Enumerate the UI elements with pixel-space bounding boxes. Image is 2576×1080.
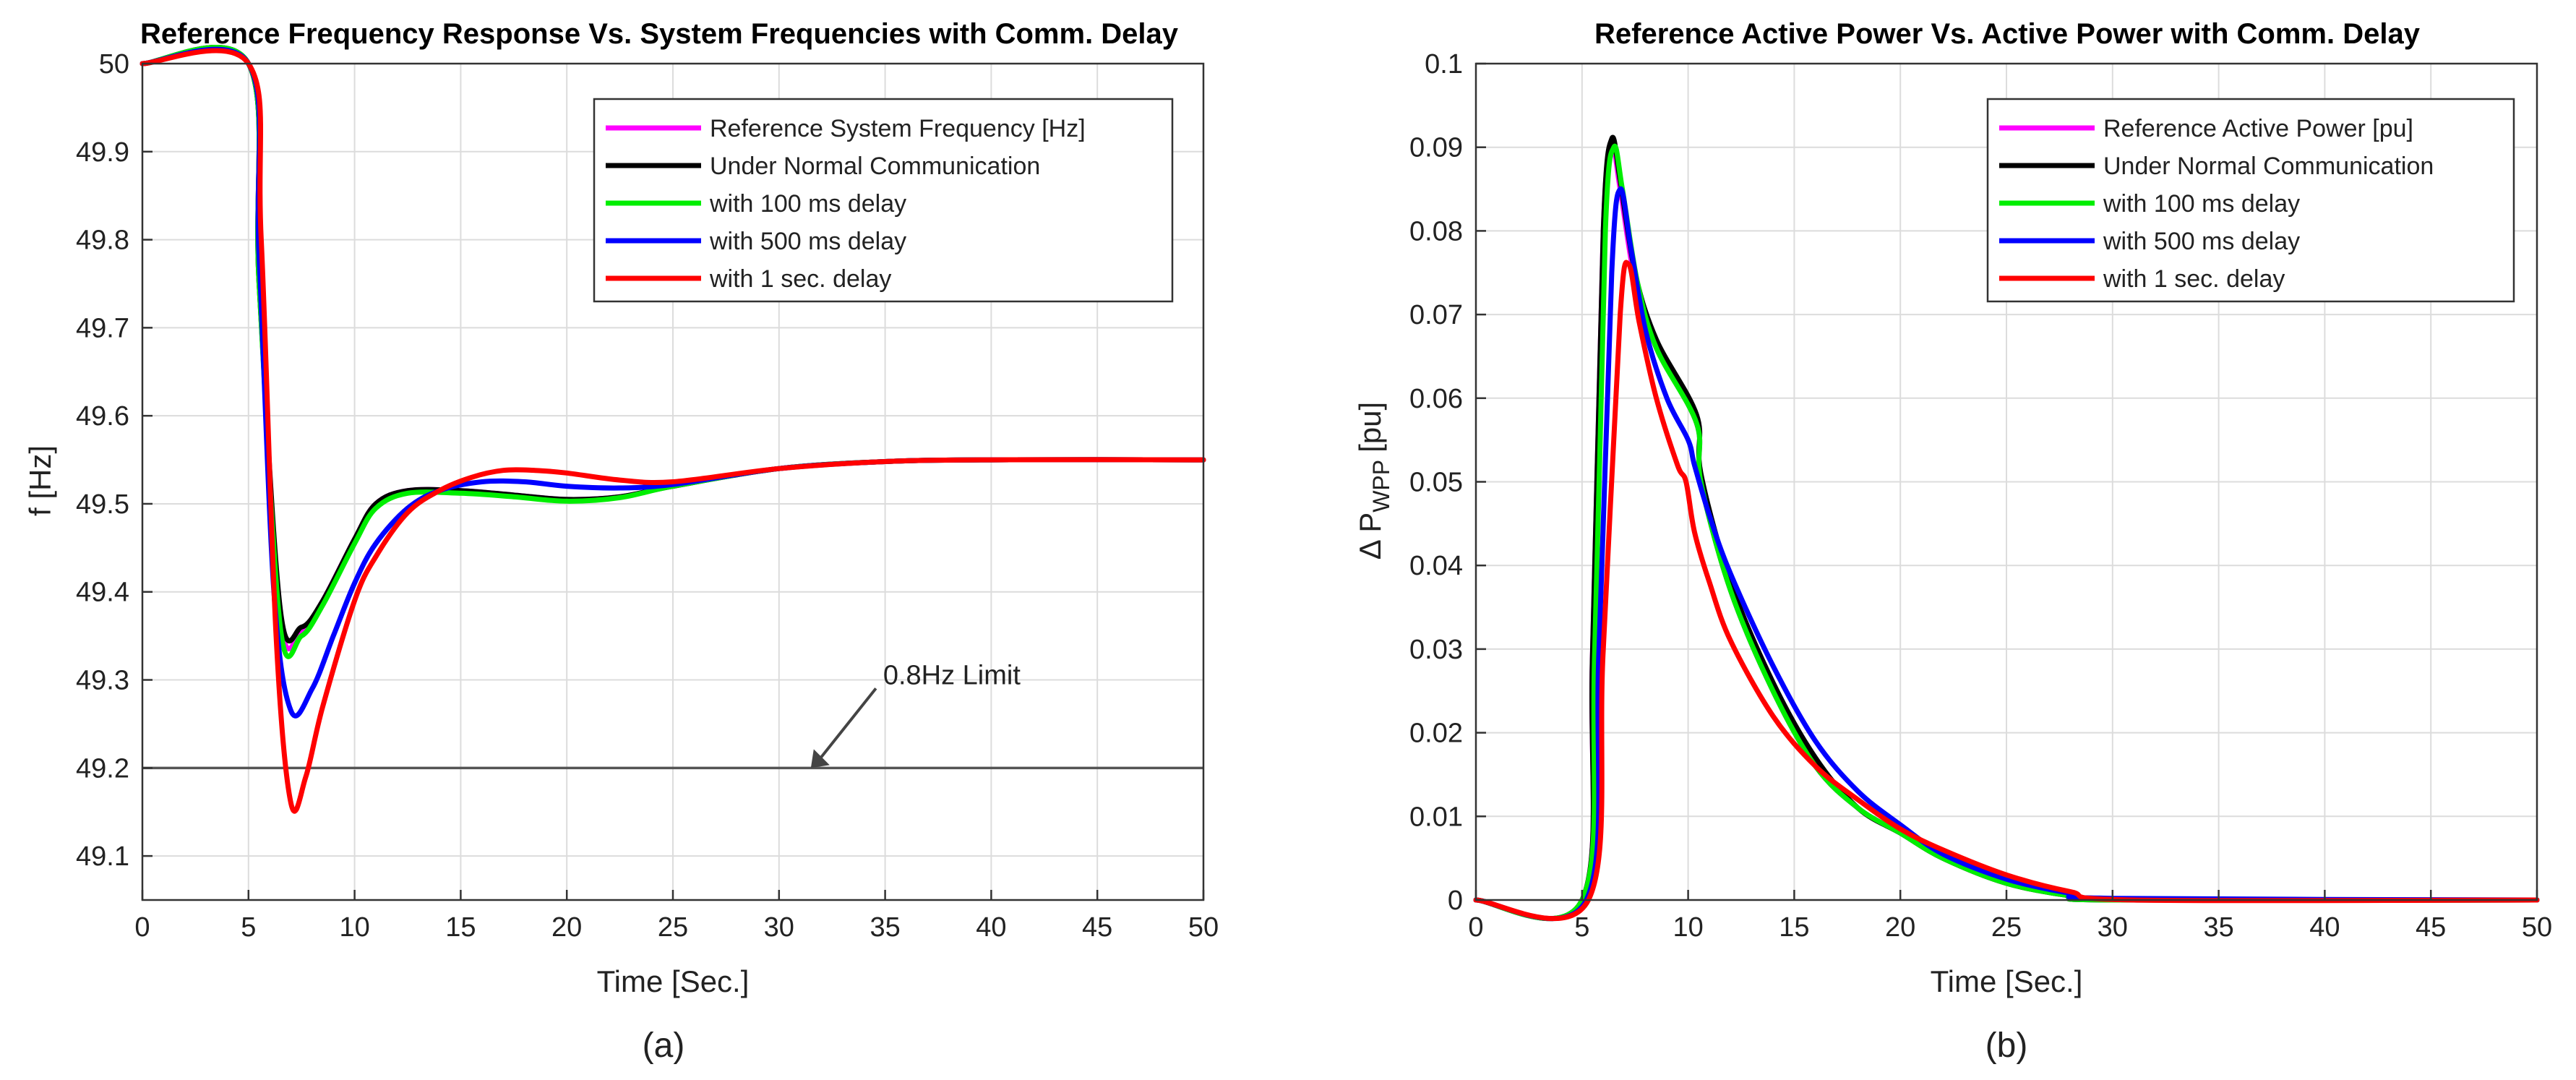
chart-b-legend-label: with 1 sec. delay [2103, 265, 2285, 293]
chart-b-ytick-label: 0.04 [1409, 551, 1463, 581]
chart-b-legend-label: with 500 ms delay [2103, 228, 2300, 255]
chart-a-xtick-label: 20 [551, 912, 582, 943]
chart-a-ytick-label: 49.7 [76, 313, 129, 343]
chart-b-ytick-label: 0.09 [1409, 133, 1463, 163]
chart-b-xtick-label: 5 [1574, 912, 1589, 943]
chart-panel-b: Reference Active Power Vs. Active Power … [1353, 18, 2552, 1065]
chart-a-series-line-4 [139, 48, 1206, 814]
chart-b-series-line-4 [1473, 260, 2540, 922]
chart-a-ytick-label: 49.9 [76, 137, 129, 168]
chart-b-ytick-label: 0.01 [1409, 802, 1463, 832]
chart-b-title: Reference Active Power Vs. Active Power … [1594, 18, 2421, 50]
chart-b-xtick-label: 25 [1991, 912, 2022, 943]
chart-b-ytick-label: 0.06 [1409, 384, 1463, 414]
chart-b-legend-box [1986, 98, 2515, 303]
chart-b-y-ticks: 0 0.01 0.02 0.03 0.04 0.05 0.06 0.07 0.08 0.09 0.1 [1409, 49, 1486, 916]
chart-b-y-axis-label-sub: WPP [1368, 460, 1394, 513]
chart-a-legend-label: Under Normal Communication [710, 153, 1040, 180]
chart-a-xtick-label: 25 [658, 912, 688, 943]
chart-panel-a: Reference Frequency Response Vs. System … [23, 18, 1219, 1065]
chart-a-ytick-label: 49.1 [76, 841, 129, 872]
chart-b-ytick-label: 0 [1448, 886, 1463, 916]
chart-b-xtick-label: 45 [2416, 912, 2446, 943]
chart-b-ytick-label: 0.02 [1409, 719, 1463, 749]
chart-b-series [1473, 134, 2540, 922]
chart-b-legend: Reference Active Power [pu] Under Normal … [1986, 98, 2515, 303]
chart-a-ytick-label: 49.5 [76, 489, 129, 520]
chart-a-xtick-label: 45 [1082, 912, 1112, 943]
chart-b-ytick-label: 0.03 [1409, 635, 1463, 665]
chart-a-legend-label: with 500 ms delay [709, 228, 906, 255]
chart-b-xtick-label: 10 [1673, 912, 1703, 943]
chart-b-xtick-label: 20 [1885, 912, 1915, 943]
chart-b-xtick-label: 40 [2309, 912, 2340, 943]
chart-a-y-axis-label: f [Hz] [23, 445, 57, 516]
chart-b-x-axis-label: Time [Sec.] [1931, 964, 2083, 998]
chart-a-x-axis-label: Time [Sec.] [597, 964, 750, 998]
chart-b-ytick-label: 0.05 [1409, 468, 1463, 498]
chart-b-x-ticks: 0 5 10 15 20 25 30 35 40 45 50 [1468, 890, 2552, 943]
chart-b-xtick-label: 50 [2522, 912, 2552, 943]
chart-a-legend: Reference System Frequency [Hz] Under Nor… [593, 98, 1174, 303]
chart-a-xtick-label: 40 [976, 912, 1006, 943]
chart-b-legend-label: Under Normal Communication [2103, 153, 2434, 180]
chart-a-panel-label: (a) [643, 1027, 685, 1065]
chart-a-annotation-text: 0.8Hz Limit [883, 660, 1021, 690]
chart-a-x-ticks: 0 5 10 15 20 25 30 35 40 45 50 [134, 890, 1219, 943]
chart-a-ytick-label: 49.3 [76, 666, 129, 696]
chart-a-ytick-label: 49.2 [76, 753, 129, 784]
chart-b-ytick-label: 0.07 [1409, 300, 1463, 330]
chart-a-xtick-label: 30 [764, 912, 794, 943]
chart-b-panel-label: (b) [1985, 1027, 2028, 1065]
chart-a-annotation: 0.8Hz Limit [810, 660, 1021, 768]
chart-a-ytick-label: 50 [99, 49, 129, 80]
chart-a-legend-label: with 1 sec. delay [709, 265, 891, 293]
chart-a-y-ticks: 49.1 49.2 49.3 49.4 49.5 49.6 49.7 49.8 49.9 50 [76, 49, 153, 872]
chart-a-xtick-label: 50 [1188, 912, 1219, 943]
chart-b-xtick-label: 30 [2098, 912, 2128, 943]
chart-a-xtick-label: 35 [870, 912, 900, 943]
chart-a-ytick-label: 49.4 [76, 578, 129, 608]
chart-b-y-axis-label-main: Δ P [1353, 513, 1387, 560]
chart-a-legend-label: Reference System Frequency [Hz] [710, 115, 1086, 142]
chart-b-legend-label: Reference Active Power [pu] [2103, 115, 2413, 142]
chart-b-y-axis-label: Δ PWPP [pu] [1353, 402, 1394, 560]
chart-b-ytick-label: 0.1 [1425, 49, 1463, 80]
chart-a-xtick-label: 15 [445, 912, 476, 943]
chart-b-xtick-label: 0 [1468, 912, 1483, 943]
chart-a-ytick-label: 49.6 [76, 401, 129, 432]
chart-a-annotation-arrowhead [810, 749, 830, 768]
chart-a-series [139, 45, 1206, 814]
chart-b-ytick-label: 0.08 [1409, 216, 1463, 247]
chart-a-xtick-label: 5 [241, 912, 256, 943]
chart-b-y-axis-label-unit: [pu] [1353, 402, 1387, 453]
chart-a-annotation-arrow [818, 687, 877, 760]
chart-a-xtick-label: 0 [134, 912, 150, 943]
chart-a-legend-label: with 100 ms delay [709, 190, 906, 218]
chart-a-xtick-label: 10 [339, 912, 369, 943]
chart-a-legend-box [593, 98, 1174, 303]
chart-b-legend-label: with 100 ms delay [2103, 190, 2300, 218]
chart-b-xtick-label: 15 [1779, 912, 1809, 943]
chart-b-xtick-label: 35 [2203, 912, 2233, 943]
chart-a-ytick-label: 49.8 [76, 226, 129, 256]
chart-a-title: Reference Frequency Response Vs. System … [140, 18, 1179, 50]
